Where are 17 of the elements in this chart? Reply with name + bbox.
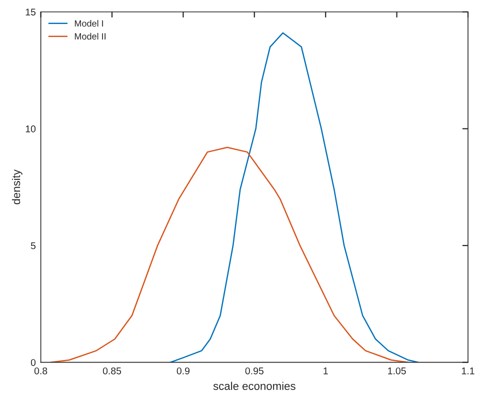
y-axis-title: density xyxy=(12,170,22,204)
x-axis-title: scale economies xyxy=(213,382,296,390)
y-tick-label: 0 xyxy=(30,359,36,366)
x-tick-label: 0.8 xyxy=(34,367,48,374)
legend-label: Model I xyxy=(74,20,103,27)
y-tick-label: 15 xyxy=(26,8,36,16)
x-tick-label: 0.95 xyxy=(245,367,264,374)
line-series xyxy=(50,146,409,362)
y-tick-label: 5 xyxy=(30,242,36,250)
x-tick-label: 1.1 xyxy=(462,368,474,374)
y-tick-label: 10 xyxy=(26,125,36,132)
x-tick-label: 0.85 xyxy=(102,367,122,374)
line-series xyxy=(170,32,419,362)
x-tick-label: 1.05 xyxy=(388,367,406,374)
x-tick-label: 1 xyxy=(324,368,328,374)
x-tick-label: 0.9 xyxy=(176,367,190,374)
legend-label: Model II xyxy=(74,32,106,40)
